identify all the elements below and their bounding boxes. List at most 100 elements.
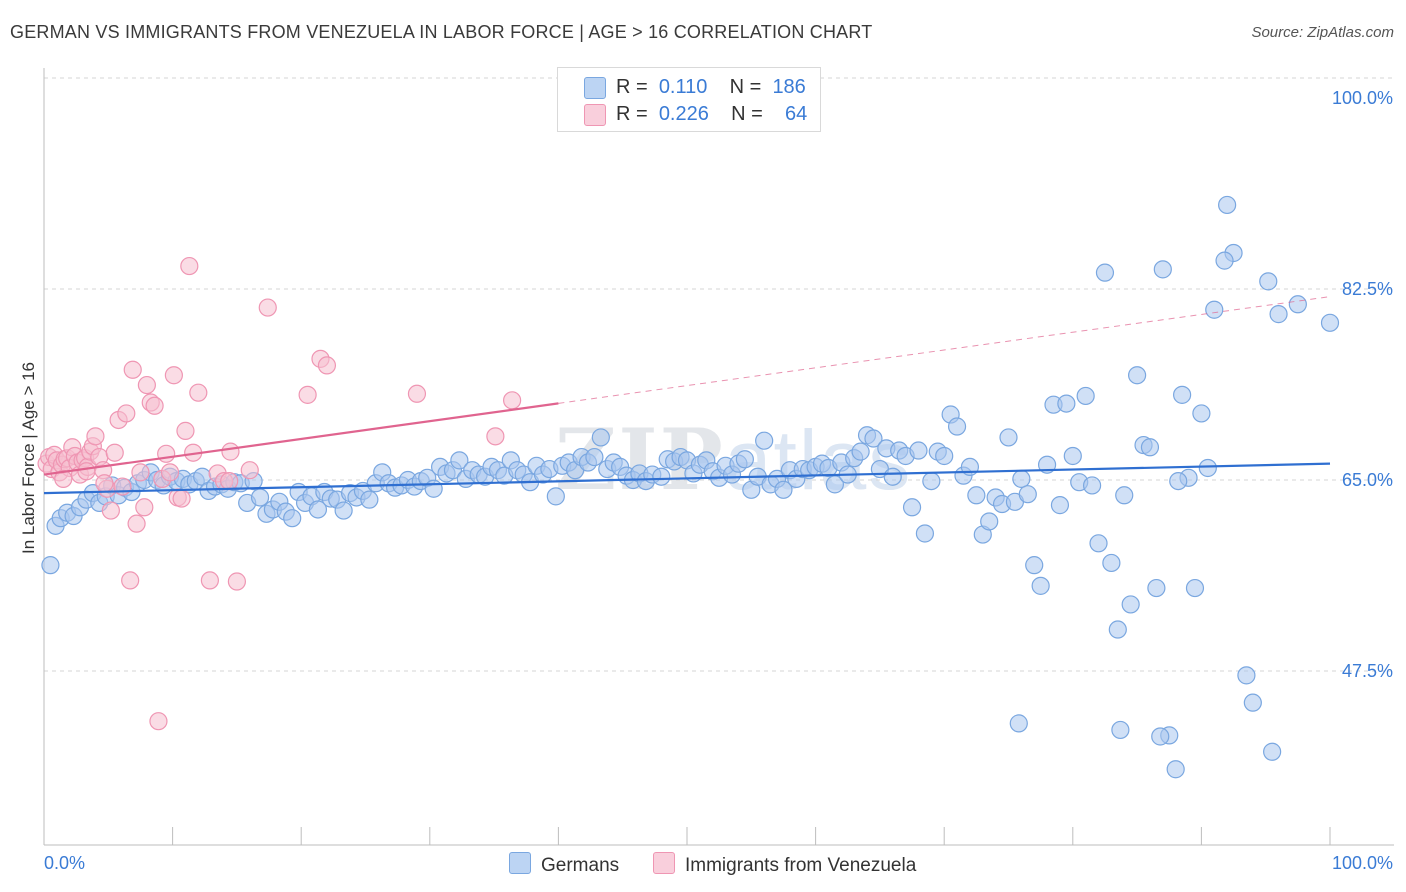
german-point [424, 479, 443, 498]
german-point [1025, 556, 1044, 575]
german-point [1237, 666, 1256, 685]
german-point [1166, 760, 1185, 779]
venezuela-point [127, 514, 146, 533]
venezuela-point [77, 462, 96, 481]
venezuela-point [258, 298, 277, 317]
venezuela-point [227, 572, 246, 591]
german-point [1140, 438, 1160, 457]
german-point [1057, 394, 1076, 413]
venezuela-point [240, 461, 259, 480]
german-point [735, 450, 754, 469]
venezuela-point [164, 366, 183, 385]
german-point [1205, 300, 1224, 319]
legend: R = 0.110 N = 186 R = 0.226 N = 64 [557, 67, 821, 132]
legend-r-value: 0.110 [658, 76, 708, 98]
legend-r-label: R = [616, 103, 648, 125]
venezuela-point [298, 385, 317, 404]
bottom-legend-label-germans: Germans [541, 855, 620, 876]
german-point [755, 431, 774, 450]
german-point [585, 447, 604, 467]
german-point [922, 471, 941, 491]
venezuela-point [137, 375, 156, 395]
venezuela-point [135, 498, 154, 517]
bottom-legend-swatch-pink [653, 852, 675, 874]
german-point [883, 467, 902, 486]
german-point [1269, 305, 1288, 324]
bottom-legend-germans: Germans [509, 852, 619, 877]
german-point [935, 446, 954, 466]
venezuela-point [407, 384, 427, 403]
german-point [450, 451, 469, 470]
y-tick-label: 82.5% [1342, 279, 1393, 299]
venezuela-point [189, 383, 208, 402]
venezuela-point [95, 474, 114, 493]
venezuela-point [131, 463, 150, 482]
venezuela-point [317, 356, 337, 375]
x-tick-label-min: 0.0% [44, 853, 85, 873]
german-point [1031, 576, 1050, 595]
german-point [1169, 471, 1188, 491]
german-point [1108, 620, 1127, 639]
german-point [308, 500, 328, 519]
bottom-legend-label-venezuela: Immigrants from Venezuela [685, 855, 917, 876]
venezuela-point [54, 469, 73, 489]
y-tick-label: 65.0% [1342, 470, 1393, 490]
source-label: Source: ZipAtlas.com [1251, 24, 1394, 41]
trend-lines [43, 296, 1331, 495]
german-point [1243, 693, 1262, 712]
venezuela-point [123, 360, 142, 379]
x-tick-label-max: 100.0% [1332, 853, 1393, 873]
y-axis-label: In Labor Force | Age > 16 [19, 362, 38, 554]
tick-labels: 47.5% 65.0% 82.5% 100.0% 0.0% 100.0% [44, 88, 1393, 873]
german-point [1127, 366, 1147, 385]
german-point [967, 486, 986, 505]
venezuela-point [503, 391, 522, 410]
legend-text-germans: R = 0.110 N = 186 [616, 76, 806, 99]
legend-text-venezuela: R = 0.226 N = 64 [616, 103, 807, 126]
german-point [591, 428, 610, 447]
german-point [546, 487, 565, 506]
german-point [980, 512, 999, 531]
german-point [909, 441, 928, 460]
german-point [1153, 260, 1172, 279]
venezuela-point [145, 396, 164, 415]
german-point [1115, 486, 1134, 505]
y-tick-label: 100.0% [1332, 88, 1393, 108]
legend-n-value: 64 [785, 103, 808, 125]
legend-r-value: 0.226 [658, 103, 709, 125]
venezuela-point [121, 571, 140, 590]
venezuela-point [149, 712, 168, 731]
legend-n-label: N = [729, 76, 762, 98]
venezuela-point [86, 427, 105, 446]
legend-swatch-blue [584, 77, 606, 99]
legend-swatch-pink [584, 104, 606, 126]
venezuela-point [172, 489, 191, 508]
german-point [1198, 458, 1217, 478]
chart-title: GERMAN VS IMMIGRANTS FROM VENEZUELA IN L… [10, 22, 873, 42]
german-point [1259, 272, 1278, 291]
venezuela-point [160, 463, 180, 482]
german-point [283, 509, 302, 528]
venezuela-point [180, 256, 199, 276]
german-point [1218, 195, 1237, 215]
german-point [1215, 251, 1234, 270]
german-point [1192, 404, 1211, 423]
german-point [851, 442, 870, 461]
german-point [999, 428, 1018, 447]
venezuela-point [157, 444, 176, 463]
german-point [1102, 553, 1121, 573]
german-point [1121, 595, 1140, 614]
german-point [915, 524, 935, 543]
bottom-legend-swatch-blue [509, 852, 531, 874]
data-points [37, 195, 1340, 779]
german-point [334, 501, 353, 520]
german-point [1095, 263, 1115, 282]
german-point [1151, 727, 1170, 746]
legend-n-value: 186 [772, 76, 806, 98]
venezuela-trend-extension [558, 296, 1331, 404]
german-point [947, 417, 967, 436]
bottom-legend-venezuela: Immigrants from Venezuela [653, 852, 916, 877]
german-point [1089, 534, 1108, 553]
german-point [1076, 386, 1095, 406]
